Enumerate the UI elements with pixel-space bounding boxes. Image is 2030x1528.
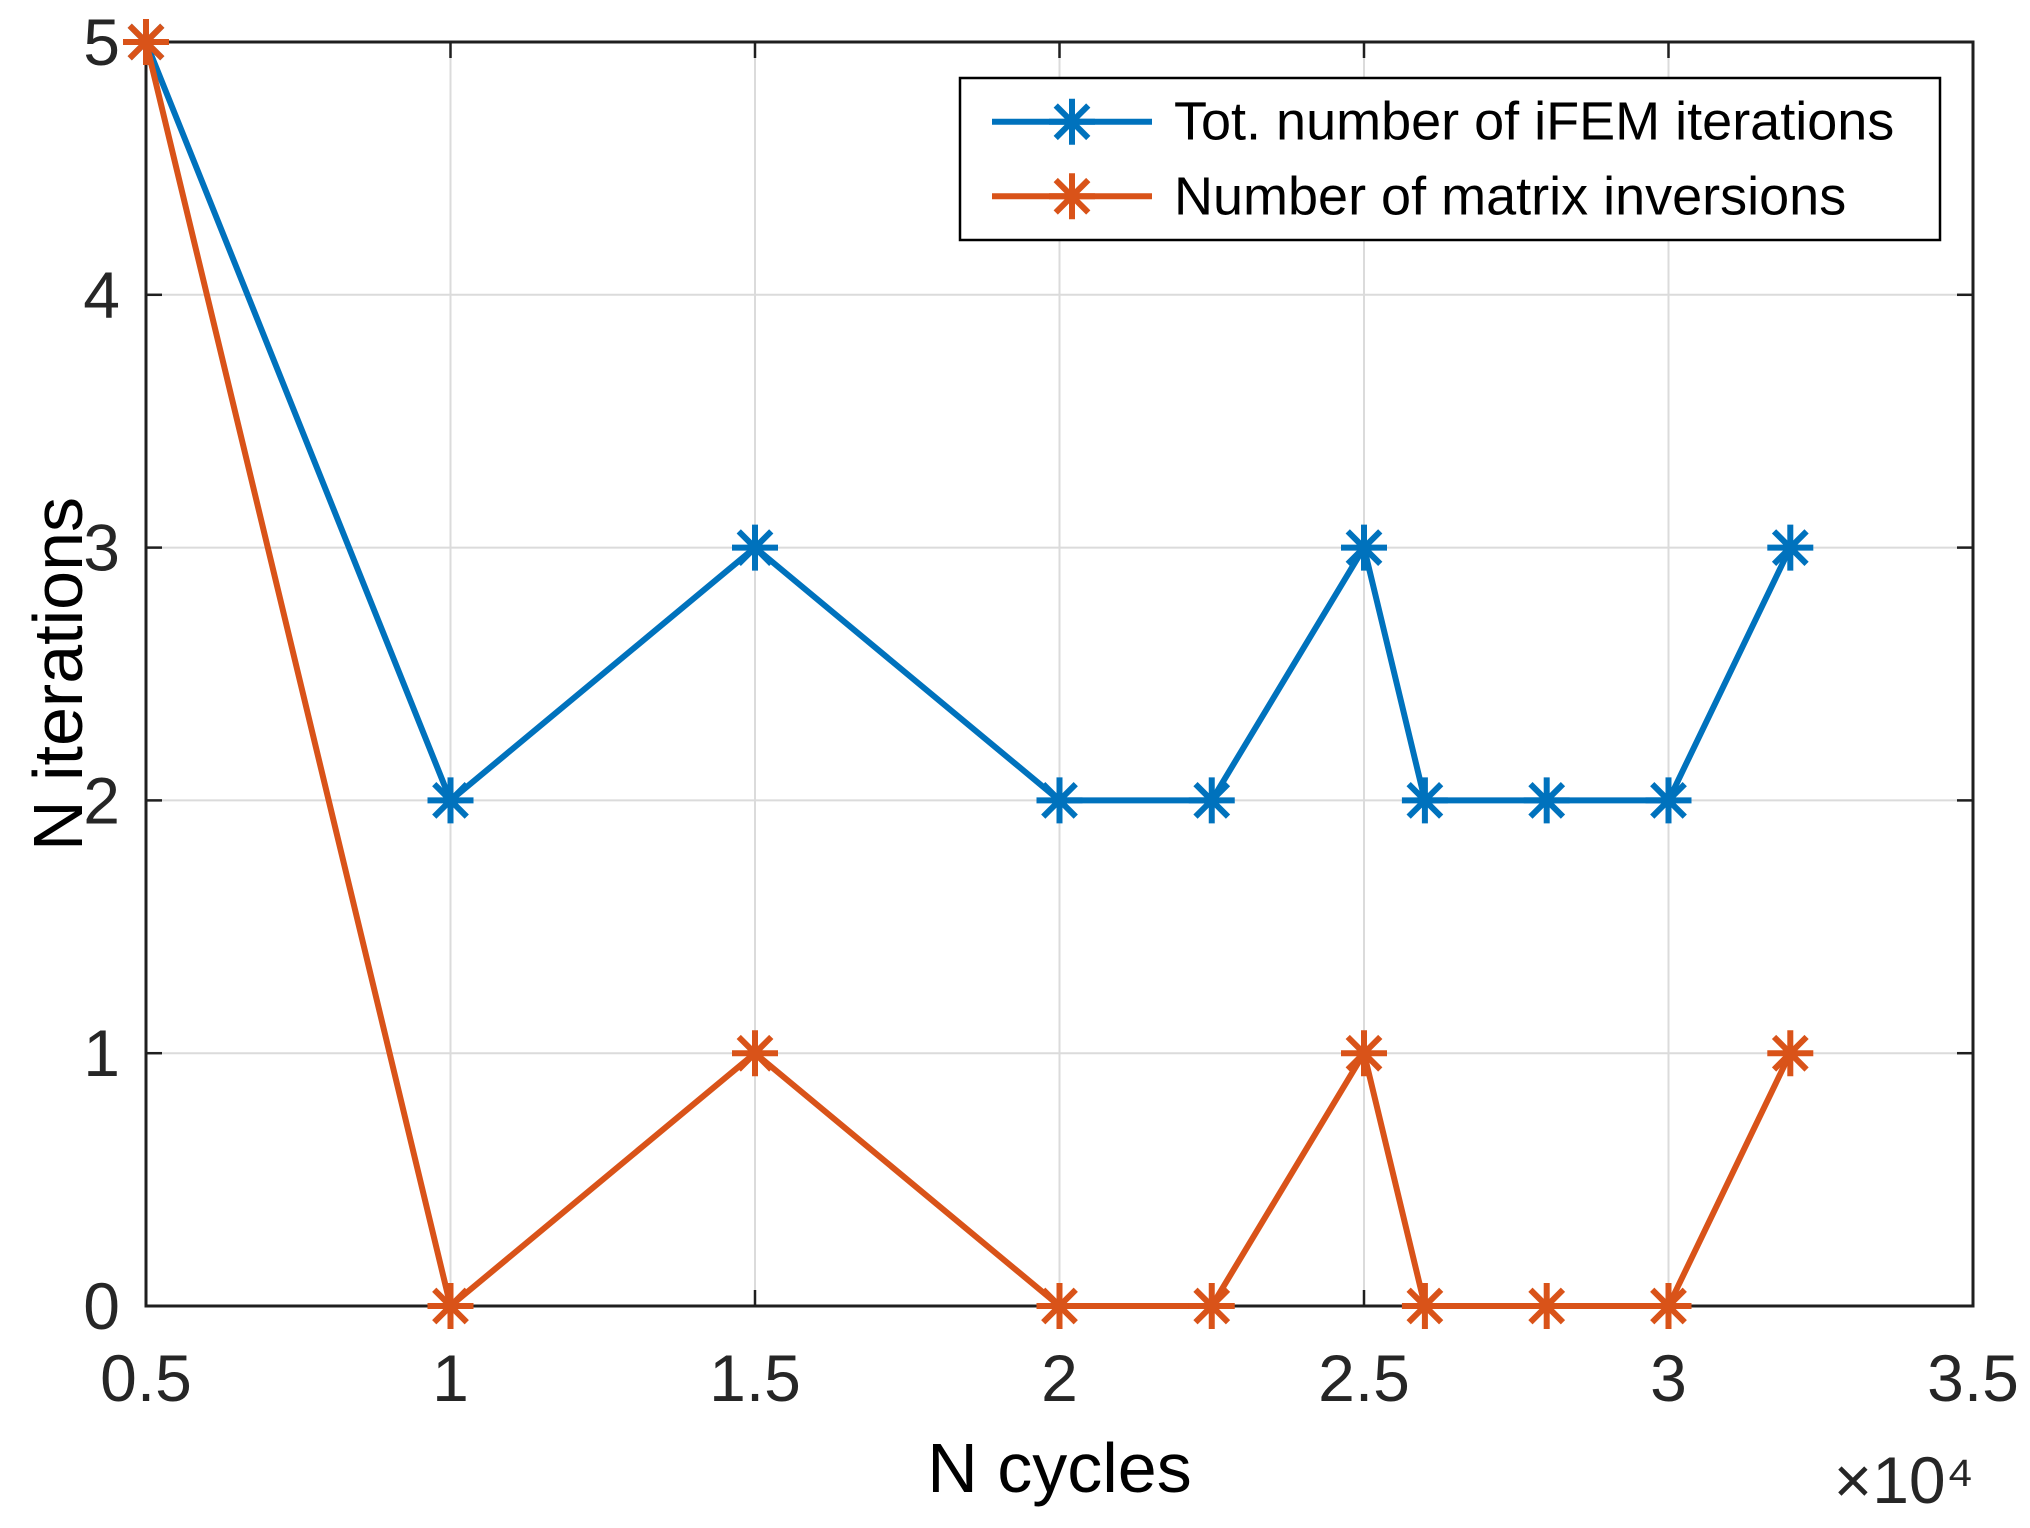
series-matrix-inversions (123, 19, 1814, 1329)
matrix-inversions-line (143, 41, 1794, 1309)
y-tick-label: 4 (83, 258, 120, 332)
x-tick-label: 2 (1041, 1341, 1078, 1415)
legend-entry-ifem-iterations: Tot. number of iFEM iterations (992, 92, 1894, 152)
legend-marker-asterisk (1049, 173, 1095, 220)
y-tick-label: 3 (83, 511, 120, 585)
legend-box (958, 76, 1942, 242)
x-tick-label: 0.5 (100, 1341, 192, 1415)
x-tick-label: 3 (1650, 1341, 1687, 1415)
legend-entry-label: Tot. number of iFEM iterations (1174, 92, 1894, 152)
legend-entry-matrix-inversions: Number of matrix inversions (992, 166, 1846, 226)
y-tick-label: 2 (83, 763, 120, 837)
tick-marks (144, 40, 1975, 1308)
y-axis-label: N iterations (19, 497, 97, 851)
legend: Tot. number of iFEM iterations Number of … (958, 76, 1942, 242)
y-tick-label: 5 (83, 5, 120, 79)
legend-marker-asterisk (1049, 98, 1095, 145)
matrix-inversions-markers (123, 19, 1814, 1329)
y-tick-label: 1 (83, 1016, 120, 1090)
ifem-iterations-line (143, 40, 1794, 804)
x-axis-label: N cycles (927, 1429, 1191, 1507)
x-tick-label: 3.5 (1927, 1341, 2019, 1415)
x-axis-multiplier: ×10⁴ (1834, 1443, 1974, 1517)
x-tick-label: 1 (432, 1341, 469, 1415)
x-tick-label: 1.5 (709, 1341, 801, 1415)
x-tick-label: 2.5 (1318, 1341, 1410, 1415)
y-tick-label: 0 (83, 1269, 120, 1343)
legend-entry-label: Number of matrix inversions (1174, 166, 1846, 226)
